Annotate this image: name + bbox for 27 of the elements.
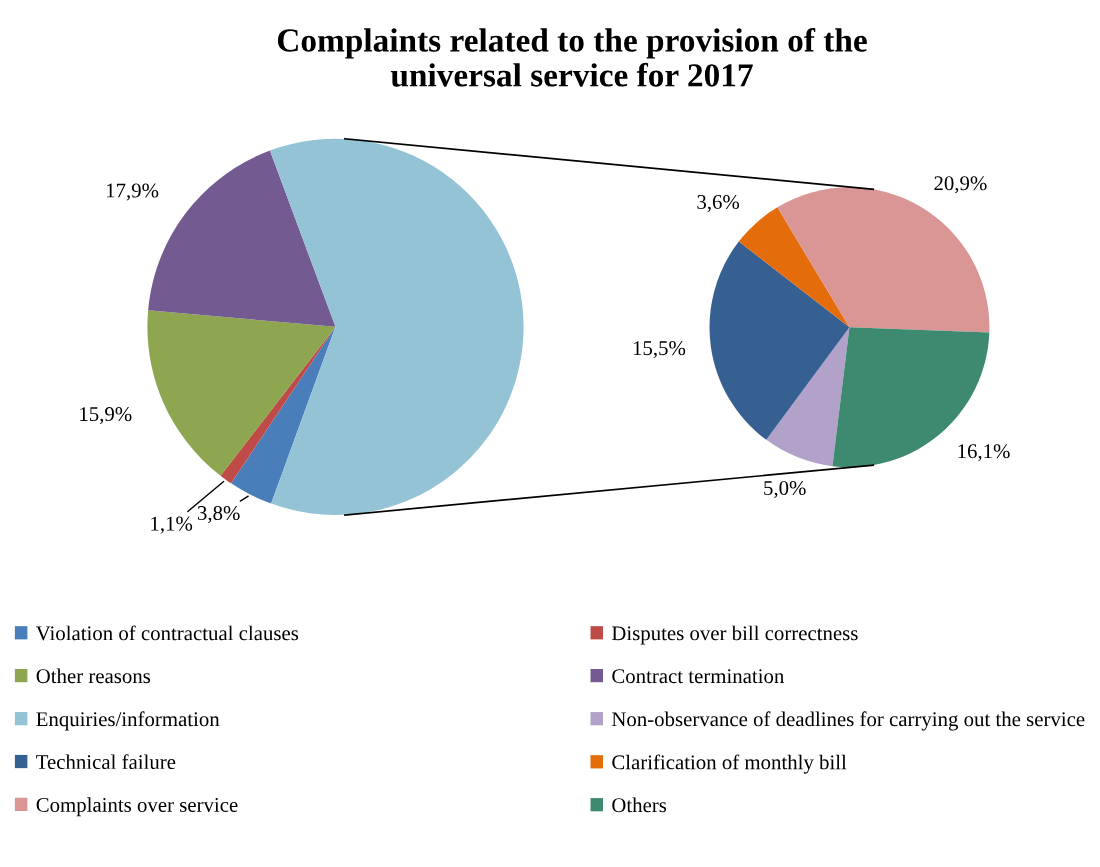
data-label: 17,9% (106, 183, 159, 201)
pie-slice (738, 207, 850, 328)
pie-slice (766, 327, 850, 467)
legend-label: Non-observance of deadlines for carrying out the service (611, 711, 1085, 731)
legend-label: Violation of contractual clauses (35, 625, 299, 641)
legend-label: Complaints over service (36, 797, 238, 817)
data-label: 15,5% (633, 341, 686, 359)
legend-label: Others (612, 797, 667, 813)
pie-slice (220, 326, 336, 484)
data-label: 3,6% (697, 194, 740, 213)
legend-label: Clarification of monthly bill (612, 754, 847, 774)
pie-slice (147, 310, 336, 476)
legend-label: Technical failure (36, 754, 176, 770)
pie-slice (231, 326, 336, 504)
data-label: 20,9% (934, 176, 987, 194)
chart-title: Complaints related to the provision of the universal service for 2017 (277, 27, 867, 87)
legend-label: Enquiries/information (36, 711, 220, 731)
data-label: 15,9% (80, 407, 132, 425)
legend-label: Other reasons (36, 668, 151, 684)
data-label: 3,8% (197, 505, 240, 524)
data-label: 5,0% (764, 480, 806, 499)
legend-label: Contract termination (612, 669, 785, 684)
data-label: 1,1% (151, 516, 193, 534)
legend-label: Disputes over bill correctness (611, 625, 858, 645)
data-label: 16,1% (958, 444, 1010, 462)
pie-slice (269, 138, 524, 515)
pie-slice (709, 241, 850, 440)
